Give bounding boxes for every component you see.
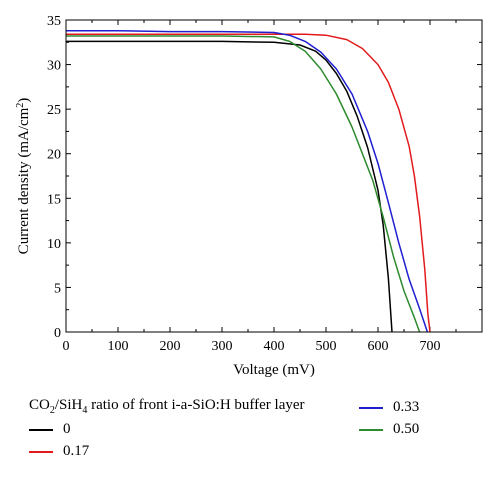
legend-label-0: 0 xyxy=(63,421,71,437)
y-tick-label-25: 25 xyxy=(47,103,61,118)
y-tick-label-15: 15 xyxy=(47,192,61,207)
y-axis-title-superscript: 2 xyxy=(15,103,26,108)
series-line-033 xyxy=(66,29,429,333)
y-tick-label-0: 0 xyxy=(54,326,61,341)
axis-ticks xyxy=(65,19,482,333)
series-line-0 xyxy=(66,40,393,333)
y-tick-label-5: 5 xyxy=(54,281,61,296)
x-tick-label-200: 200 xyxy=(160,339,181,354)
legend-label-017: 0.17 xyxy=(63,443,90,459)
legend-title: CO2/SiH4 ratio of front i-a-SiO:H buffer… xyxy=(29,397,305,416)
legend-swatch-033 xyxy=(359,406,383,409)
x-tick-label-600: 600 xyxy=(368,339,389,354)
legend-item-017: 0.17 xyxy=(29,443,89,460)
legend-title-sub-2: 2 xyxy=(49,405,55,416)
legend-title-rest: ratio of front i-a-SiO:H buffer layer xyxy=(87,397,305,413)
x-tick-label-400: 400 xyxy=(264,339,285,354)
x-tick-label-100: 100 xyxy=(108,339,129,354)
series-line-017 xyxy=(66,33,431,333)
y-tick-label-30: 30 xyxy=(47,59,61,74)
legend-swatch-050 xyxy=(359,428,383,431)
series-lines xyxy=(66,29,431,333)
x-axis-title: Voltage (mV) xyxy=(233,362,315,378)
y-axis-title-main: Current density (mA/cm xyxy=(16,107,32,254)
y-tick-label-10: 10 xyxy=(47,237,61,252)
legend-title-sub-4: 4 xyxy=(82,405,88,416)
legend-label-033: 0.33 xyxy=(393,399,420,415)
series-line-050 xyxy=(66,35,421,333)
y-tick-label-35: 35 xyxy=(47,14,61,29)
x-tick-label-700: 700 xyxy=(420,339,441,354)
x-tick-label-300: 300 xyxy=(212,339,233,354)
y-tick-label-20: 20 xyxy=(47,148,61,163)
x-tick-label-500: 500 xyxy=(316,339,337,354)
legend-title-co: CO xyxy=(29,397,50,413)
legend-title-sih: /SiH xyxy=(54,397,83,413)
y-axis-title-close: ) xyxy=(16,98,32,103)
legend-swatch-0 xyxy=(29,428,53,431)
plot-frame xyxy=(65,19,483,333)
y-axis-title: Current density (mA/cm2) xyxy=(15,98,33,255)
tick-labels: 0 100 200 300 400 500 600 700 0 5 10 15 20 25 30 35 xyxy=(47,14,441,354)
legend-item-050: 0.50 xyxy=(359,421,419,438)
legend-item-033: 0.33 xyxy=(359,399,419,416)
legend-label-050: 0.50 xyxy=(393,421,420,437)
legend-item-0: 0 xyxy=(29,421,71,438)
legend-swatch-017 xyxy=(29,450,53,453)
x-tick-label-0: 0 xyxy=(63,339,70,354)
